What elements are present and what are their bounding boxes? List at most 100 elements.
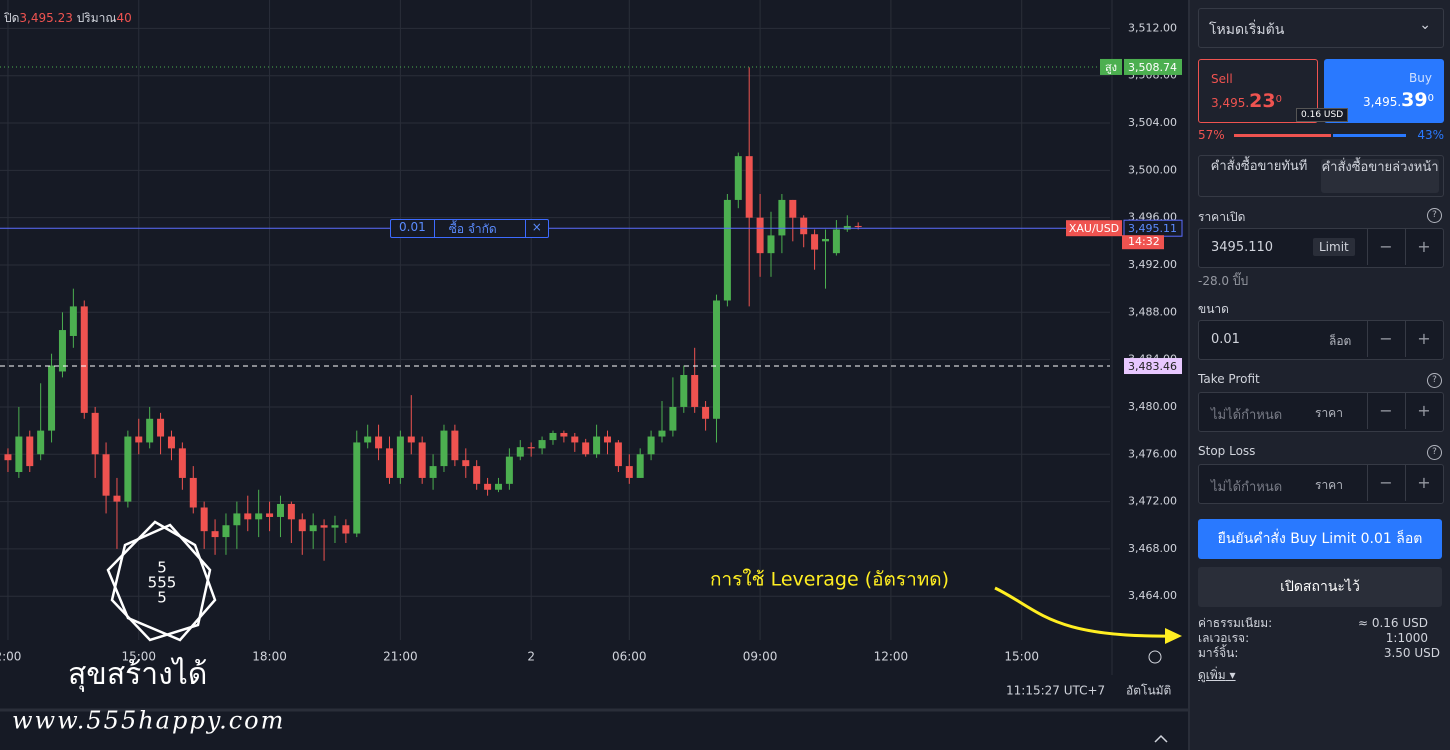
candle-body — [157, 418, 165, 437]
help[interactable]: ? — [1427, 208, 1442, 223]
candle-body — [385, 448, 393, 478]
candle-body — [571, 436, 579, 443]
candle-body — [255, 513, 263, 520]
candle-body — [69, 306, 77, 336]
chevron: ⌄ — [1419, 17, 1431, 33]
buy-label: Buy — [1409, 71, 1432, 85]
candle-body — [4, 454, 12, 461]
confirm-button[interactable]: ยืนยันคำสั่ง Buy Limit 0.01 ล็อต — [1198, 519, 1442, 559]
x-tick-label: 12:00 — [874, 650, 909, 664]
candle-body — [342, 525, 350, 534]
more[interactable]: ดูเพิ่ม ▾ — [1198, 668, 1236, 682]
info-label: เลเวอเรจ: — [1198, 631, 1250, 645]
candle-body — [484, 483, 492, 490]
sell-pips: 23 — [1249, 90, 1276, 112]
arrow-head — [1165, 628, 1182, 644]
tabs: คำสั่งซื้อขายทันที คำสั่งซื้อขายล่วงหน้า — [1198, 155, 1444, 197]
info-row: เลเวอเรจ: 1:1000 — [1198, 631, 1442, 646]
candle-body — [549, 432, 557, 441]
candle-body — [320, 525, 328, 528]
plus[interactable]: + — [1405, 465, 1442, 501]
candle-body — [298, 519, 306, 532]
plus[interactable]: + — [1405, 393, 1442, 429]
buy-frac: 0 — [1427, 93, 1434, 104]
minus[interactable]: − — [1367, 465, 1404, 501]
candle-body — [854, 225, 862, 227]
mode-select[interactable]: โหมดเริ่มต้น ⌄ — [1198, 8, 1444, 48]
tab[interactable]: คำสั่งซื้อขายทันที — [1210, 159, 1308, 174]
help[interactable]: ? — [1427, 445, 1442, 460]
help[interactable]: ? — [1427, 373, 1442, 388]
candle-body — [37, 430, 45, 455]
candle-body — [124, 436, 132, 502]
value: 40 — [116, 11, 132, 25]
price-tag — [1124, 358, 1182, 375]
pips: -28.0 ปิ๊ป — [1198, 274, 1249, 288]
buy-percent: 43% — [1417, 128, 1444, 142]
url: www.555happy.com — [12, 707, 285, 735]
sell-label: Sell — [1211, 72, 1233, 86]
grid: 3,464.00 3,468.00 3,472.00 3,476.00 3,480.00… — [0, 0, 1177, 675]
logo-text: 5 — [157, 559, 167, 577]
candle-body — [614, 442, 622, 467]
placeholder: ไม่ได้กำหนด — [1211, 480, 1283, 495]
chart: 3,464.00 3,468.00 3,472.00 3,476.00 3,480.00… — [0, 0, 1188, 743]
candle-body — [832, 229, 840, 254]
minus[interactable]: − — [1367, 229, 1404, 265]
candle-body — [113, 495, 121, 502]
scale-mode[interactable]: อัตโนมัติ — [1126, 684, 1171, 698]
size-input[interactable]: 0.01 ล็อต − + — [1198, 320, 1444, 360]
price-tag-text: 3,508.74 — [1128, 61, 1177, 74]
candle-body — [647, 436, 655, 455]
sl-input[interactable]: ไม่ได้กำหนด ราคา − + — [1198, 464, 1444, 504]
plus[interactable]: + — [1405, 229, 1442, 265]
y-tick-label: 3,464.00 — [1128, 589, 1177, 602]
buy-pips: 39 — [1401, 89, 1428, 111]
order-line-label[interactable]: 0.01 ซื้อ จำกัด × — [390, 219, 549, 239]
candle-body — [309, 525, 317, 532]
candle-body — [48, 365, 56, 431]
candle-body — [582, 442, 590, 455]
cancel-button[interactable]: เปิดสถานะไว้ — [1198, 567, 1442, 607]
field-label: ราคาเปิด — [1198, 210, 1246, 224]
minus[interactable]: − — [1367, 393, 1404, 429]
price-input[interactable]: 3495.110 Limit − + — [1198, 228, 1444, 268]
tab-active[interactable]: คำสั่งซื้อขายล่วงหน้า — [1321, 159, 1439, 193]
y-tick-label: 3,480.00 — [1128, 400, 1177, 413]
candle-body — [462, 460, 470, 467]
candle-body — [353, 442, 361, 534]
info-label: ค่าธรรมเนียม: — [1198, 616, 1273, 630]
spread: 0.16 USD — [1296, 108, 1349, 122]
candle-body — [233, 513, 241, 526]
size-unit: ล็อต — [1329, 334, 1352, 348]
candle-body — [505, 456, 513, 484]
tp-input[interactable]: ไม่ได้กำหนด ราคา − + — [1198, 392, 1444, 432]
order-close[interactable]: × — [531, 220, 542, 235]
candle-body — [58, 330, 66, 372]
unit-select[interactable]: ราคา — [1315, 478, 1343, 492]
candle-body — [15, 436, 23, 473]
collapse[interactable] — [1154, 734, 1168, 743]
x-tick-label: 2 — [527, 650, 535, 664]
sell-bar — [1234, 134, 1331, 137]
candle-body — [669, 406, 677, 431]
candle-body — [473, 466, 481, 484]
candle-body — [146, 418, 154, 443]
buy-bar — [1332, 134, 1406, 137]
plus[interactable]: + — [1405, 321, 1442, 357]
minus[interactable]: − — [1367, 321, 1404, 357]
candle-body — [603, 436, 611, 443]
candle-body — [702, 406, 710, 419]
info: ค่าธรรมเนียม: ≈ 0.16 USD เลเวอเรจ: 1:1000 มา… — [1198, 616, 1442, 661]
candle-body — [266, 513, 274, 517]
candle-body — [200, 507, 208, 532]
placeholder: ไม่ได้กำหนด — [1211, 408, 1283, 423]
unit-select[interactable]: ราคา — [1315, 406, 1343, 420]
sell-button[interactable]: Sell 3,495.230 — [1198, 59, 1318, 123]
settings[interactable] — [1148, 650, 1162, 664]
size-value: 0.01 — [1211, 332, 1240, 347]
candle-body — [767, 235, 775, 254]
candle-body — [636, 454, 644, 478]
level-name-tag — [1100, 58, 1122, 75]
